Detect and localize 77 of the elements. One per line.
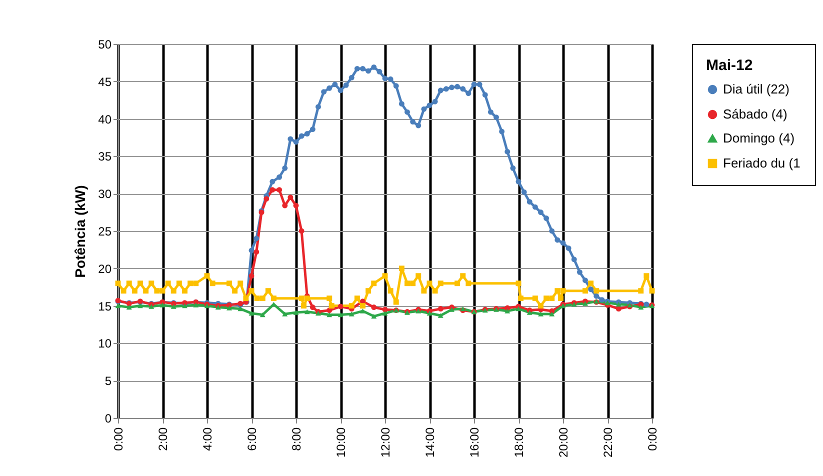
point [516,306,522,312]
point [126,304,132,310]
point [371,314,377,319]
point [293,202,299,208]
point [426,310,432,316]
x-tick-label: 0:00 [112,427,126,451]
point [382,306,388,312]
point [310,304,316,310]
legend-title: Mai-12 [706,57,753,74]
x-tick-label: 22:00 [601,427,615,458]
y-tick-label: 50 [98,38,112,52]
y-tick-label: 35 [98,150,112,164]
point [288,194,294,200]
point [526,310,532,315]
x-tick-label: 14:00 [423,427,437,458]
point [182,303,188,308]
y-tick-label: 15 [98,299,112,314]
x-tick-label: 12:00 [378,427,392,458]
point [549,312,555,316]
point [338,312,344,318]
point [326,312,332,318]
legend-label: Dia útil (22) [723,82,790,96]
point [160,302,166,308]
x-tick-label: 8:00 [290,427,304,451]
point [254,249,260,255]
point [270,187,276,193]
point [293,310,299,315]
x-tick-label: 6:00 [245,427,259,451]
point [248,273,254,279]
y-tick-label: 10 [98,336,112,351]
y-tick-label: 20 [98,262,112,276]
point [138,303,143,308]
point [326,308,332,314]
point [298,228,304,234]
point [276,187,282,193]
legend-label: Domingo (4) [723,130,795,146]
y-tick-label: 45 [98,74,112,89]
point [616,302,622,307]
x-tick-label: 10:00 [334,427,348,458]
y-axis-title: Potência (kW) [72,185,88,278]
point [616,306,622,312]
point [226,306,232,310]
point [538,312,544,316]
point [248,310,254,316]
x-tick-label: 2:00 [156,427,170,451]
point [348,312,354,316]
point [371,304,377,310]
point [115,303,121,308]
point [582,301,588,306]
point [504,308,510,314]
point [193,302,199,308]
point [304,309,310,314]
x-tick-label: 4:00 [200,427,214,451]
y-tick-label: 30 [98,187,112,202]
y-tick-label: 0 [104,412,112,426]
y-tick-label: 25 [98,224,112,238]
point [238,306,244,312]
point [264,196,270,202]
point [260,312,266,318]
legend-label: Feriado du (1 [723,156,800,170]
point [170,304,176,309]
point [438,306,444,312]
point [382,310,388,316]
x-tick-label: 0:00 [646,427,660,451]
point [148,304,154,309]
point [282,312,288,316]
y-tick-label: 40 [98,112,112,126]
point [449,307,454,312]
point [338,304,344,310]
y-tick-label: 5 [104,374,112,388]
x-tick-label: 18:00 [512,427,526,458]
x-tick-label: 16:00 [468,427,482,458]
point [360,308,366,314]
point [638,304,644,310]
x-tick-label: 20:00 [556,427,570,458]
legend-label: Sábado (4) [723,106,788,122]
point [438,313,444,318]
